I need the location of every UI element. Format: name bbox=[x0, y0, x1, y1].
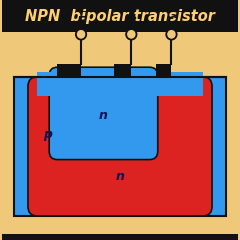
FancyBboxPatch shape bbox=[37, 72, 60, 96]
FancyBboxPatch shape bbox=[57, 64, 81, 77]
Text: E: E bbox=[77, 15, 85, 28]
Text: C: C bbox=[167, 15, 176, 28]
FancyBboxPatch shape bbox=[2, 234, 238, 240]
Text: n: n bbox=[116, 170, 124, 183]
Text: B: B bbox=[126, 15, 136, 28]
FancyBboxPatch shape bbox=[147, 72, 203, 96]
FancyBboxPatch shape bbox=[14, 77, 226, 216]
Text: n: n bbox=[99, 109, 108, 122]
FancyBboxPatch shape bbox=[156, 64, 171, 77]
Text: p: p bbox=[43, 128, 53, 141]
FancyBboxPatch shape bbox=[59, 72, 148, 96]
Circle shape bbox=[76, 29, 86, 40]
FancyBboxPatch shape bbox=[2, 0, 238, 32]
Text: NPN  bipolar transistor: NPN bipolar transistor bbox=[25, 9, 215, 24]
Circle shape bbox=[166, 29, 177, 40]
FancyBboxPatch shape bbox=[49, 67, 158, 160]
FancyBboxPatch shape bbox=[114, 64, 131, 77]
Circle shape bbox=[126, 29, 137, 40]
FancyBboxPatch shape bbox=[28, 77, 212, 216]
